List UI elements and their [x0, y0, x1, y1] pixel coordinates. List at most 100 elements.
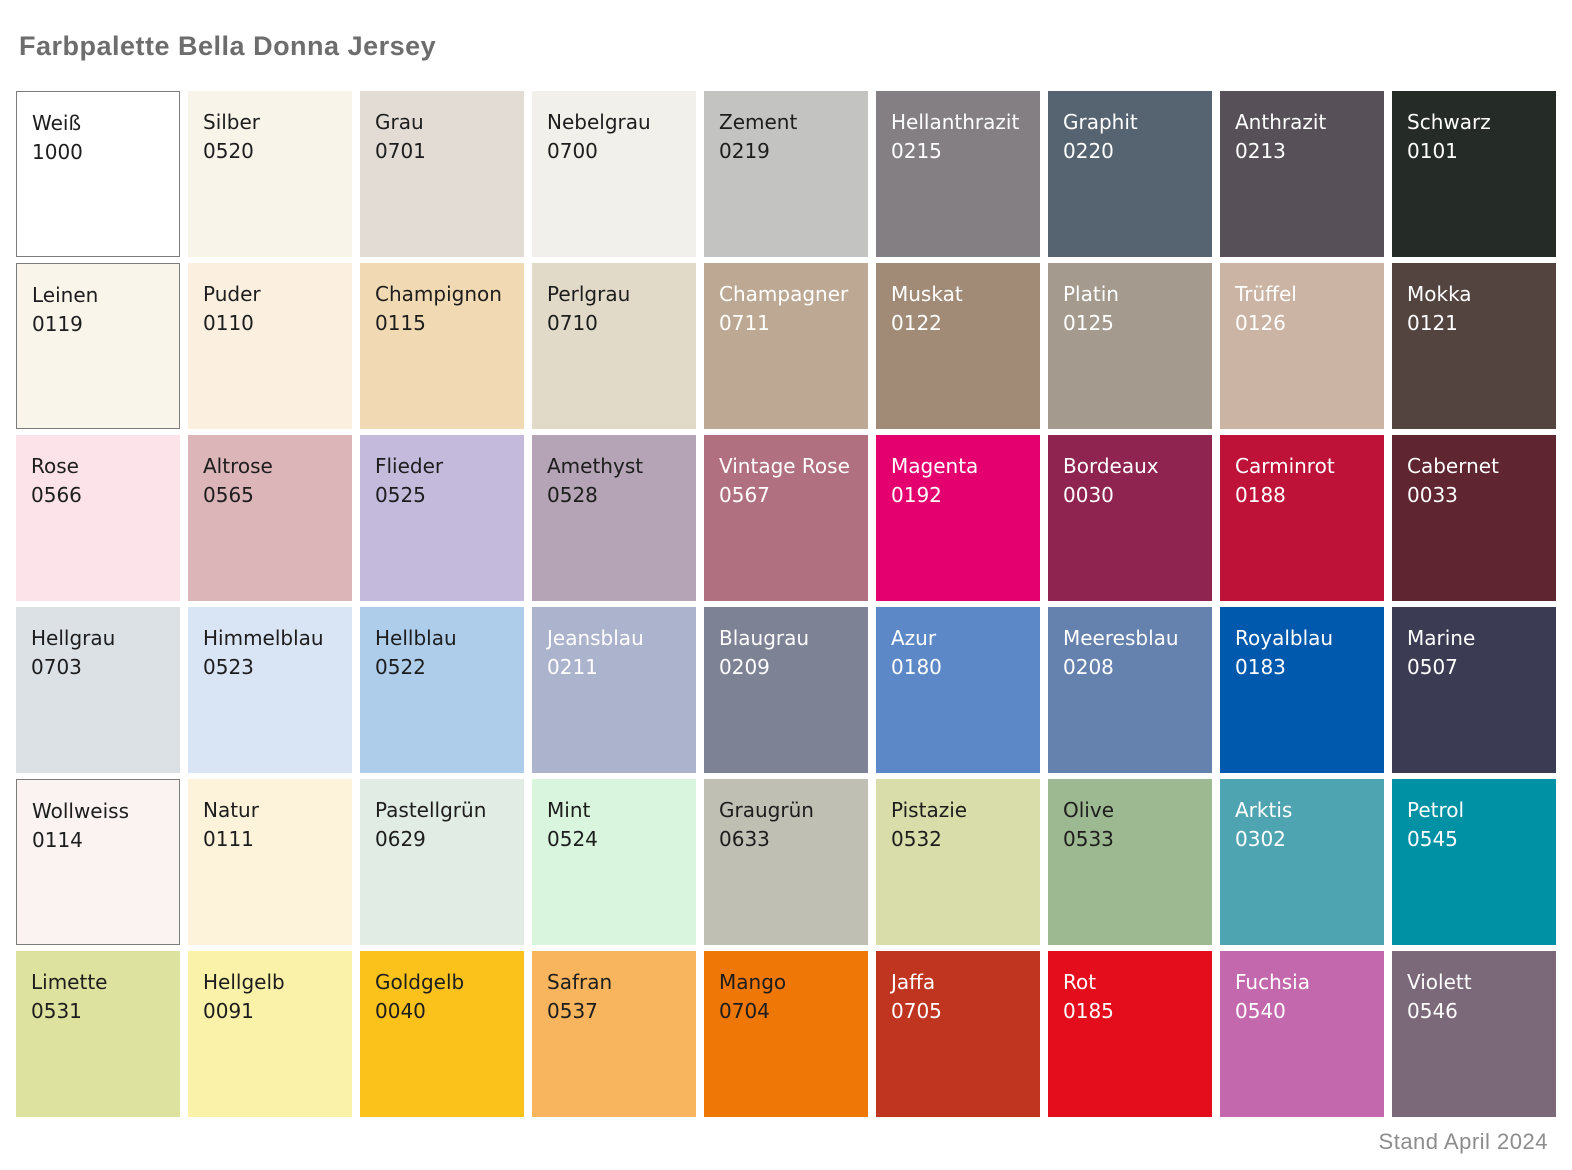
color-name: Marine — [1407, 626, 1476, 650]
color-swatch: Altrose 0565 — [188, 435, 352, 601]
color-swatch: Bordeaux 0030 — [1048, 435, 1212, 601]
color-code: 0540 — [1235, 999, 1286, 1023]
color-swatch: Hellanthrazit 0215 — [876, 91, 1040, 257]
color-name: Limette — [31, 970, 108, 994]
color-name: Hellanthrazit — [891, 110, 1020, 134]
color-code: 0215 — [891, 139, 942, 163]
color-swatch: Rose 0566 — [16, 435, 180, 601]
color-name: Silber — [203, 110, 261, 134]
color-code: 0507 — [1407, 655, 1458, 679]
color-name: Trüffel — [1235, 282, 1297, 306]
color-swatch: Nebelgrau 0700 — [532, 91, 696, 257]
color-code: 0219 — [719, 139, 770, 163]
color-code: 0524 — [547, 827, 598, 851]
color-name: Flieder — [375, 454, 444, 478]
color-name: Natur — [203, 798, 259, 822]
color-code: 0122 — [891, 311, 942, 335]
color-code: 0115 — [375, 311, 426, 335]
color-code: 0711 — [719, 311, 770, 335]
color-name: Zement — [719, 110, 798, 134]
color-name: Nebelgrau — [547, 110, 651, 134]
color-swatch: Pistazie 0532 — [876, 779, 1040, 945]
color-name: Anthrazit — [1235, 110, 1327, 134]
color-name: Puder — [203, 282, 261, 306]
color-swatch: Limette 0531 — [16, 951, 180, 1117]
color-name: Platin — [1063, 282, 1119, 306]
color-code: 0523 — [203, 655, 254, 679]
color-name: Schwarz — [1407, 110, 1491, 134]
date-stamp: Stand April 2024 — [1378, 1129, 1548, 1154]
color-code: 0192 — [891, 483, 942, 507]
color-code: 0710 — [547, 311, 598, 335]
color-swatch: Olive 0533 — [1048, 779, 1212, 945]
color-name: Vintage Rose — [719, 454, 850, 478]
color-name: Jaffa — [891, 970, 936, 994]
color-name: Graphit — [1063, 110, 1138, 134]
color-swatch: Jaffa 0705 — [876, 951, 1040, 1117]
color-name: Safran — [547, 970, 613, 994]
color-code: 0531 — [31, 999, 82, 1023]
color-swatch: Muskat 0122 — [876, 263, 1040, 429]
color-swatch: Mango 0704 — [704, 951, 868, 1117]
color-swatch: Hellgelb 0091 — [188, 951, 352, 1117]
color-name: Weiß — [32, 111, 82, 135]
color-swatch: Platin 0125 — [1048, 263, 1212, 429]
color-swatch: Silber 0520 — [188, 91, 352, 257]
color-name: Rose — [31, 454, 79, 478]
color-name: Hellgelb — [203, 970, 285, 994]
color-code: 0111 — [203, 827, 254, 851]
color-code: 0704 — [719, 999, 770, 1023]
color-swatch: Goldgelb 0040 — [360, 951, 524, 1117]
color-swatch: Arktis 0302 — [1220, 779, 1384, 945]
color-name: Royalblau — [1235, 626, 1334, 650]
color-swatch: Mokka 0121 — [1392, 263, 1556, 429]
color-name: Bordeaux — [1063, 454, 1159, 478]
color-name: Mango — [719, 970, 787, 994]
color-code: 0525 — [375, 483, 426, 507]
color-swatch: Wollweiss 0114 — [16, 779, 180, 945]
color-code: 0033 — [1407, 483, 1458, 507]
color-code: 0119 — [32, 312, 83, 336]
color-code: 0520 — [203, 139, 254, 163]
color-name: Violett — [1407, 970, 1472, 994]
color-code: 0545 — [1407, 827, 1458, 851]
color-code: 0209 — [719, 655, 770, 679]
color-name: Pistazie — [891, 798, 968, 822]
color-swatch: Rot 0185 — [1048, 951, 1212, 1117]
color-name: Olive — [1063, 798, 1114, 822]
color-name: Altrose — [203, 454, 273, 478]
color-code: 0567 — [719, 483, 770, 507]
color-swatch: Graphit 0220 — [1048, 91, 1212, 257]
color-swatch: Marine 0507 — [1392, 607, 1556, 773]
color-swatch: Azur 0180 — [876, 607, 1040, 773]
color-swatch: Graugrün 0633 — [704, 779, 868, 945]
color-swatch: Champagner 0711 — [704, 263, 868, 429]
color-code: 0121 — [1407, 311, 1458, 335]
color-code: 0183 — [1235, 655, 1286, 679]
color-swatch: Cabernet 0033 — [1392, 435, 1556, 601]
color-code: 0633 — [719, 827, 770, 851]
color-name: Meeresblau — [1063, 626, 1179, 650]
color-name: Arktis — [1235, 798, 1293, 822]
color-swatch: Pastellgrün 0629 — [360, 779, 524, 945]
color-swatch: Hellgrau 0703 — [16, 607, 180, 773]
color-swatch: Blaugrau 0209 — [704, 607, 868, 773]
color-swatch: Flieder 0525 — [360, 435, 524, 601]
color-name: Blaugrau — [719, 626, 810, 650]
color-code: 0125 — [1063, 311, 1114, 335]
color-swatch: Amethyst 0528 — [532, 435, 696, 601]
color-swatch: Schwarz 0101 — [1392, 91, 1556, 257]
color-code: 0533 — [1063, 827, 1114, 851]
color-swatch: Hellblau 0522 — [360, 607, 524, 773]
color-name: Graugrün — [719, 798, 814, 822]
color-swatch: Perlgrau 0710 — [532, 263, 696, 429]
color-name: Rot — [1063, 970, 1097, 994]
color-code: 0213 — [1235, 139, 1286, 163]
color-code: 0565 — [203, 483, 254, 507]
color-code: 0188 — [1235, 483, 1286, 507]
color-code: 0528 — [547, 483, 598, 507]
color-code: 0091 — [203, 999, 254, 1023]
color-code: 0522 — [375, 655, 426, 679]
color-name: Champagner — [719, 282, 849, 306]
